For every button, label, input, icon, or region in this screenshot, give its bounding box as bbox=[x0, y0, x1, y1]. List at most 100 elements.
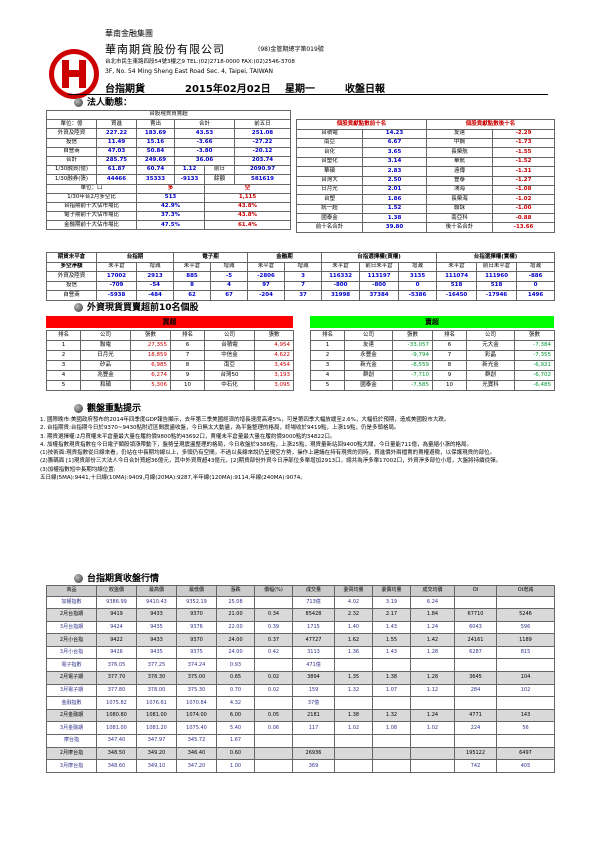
table-cell: 日月光 bbox=[296, 184, 363, 196]
table-row: 台積電 14.23 友達 -2.29 bbox=[296, 128, 556, 139]
foi-subhead: 增減 bbox=[284, 261, 323, 273]
table-cell: 518 bbox=[476, 280, 518, 292]
ls-cell: 電子期前十大佔市場比 bbox=[46, 211, 137, 222]
table-cell: 台積電 bbox=[296, 128, 363, 139]
table-cell: 4 bbox=[210, 280, 249, 292]
table-cell: 台化 bbox=[296, 147, 363, 158]
table-row: 投信 -709 -54 8 4 97 7 -800 -800 0 518 518 0 bbox=[46, 280, 556, 292]
table-cell: 742 bbox=[454, 759, 497, 773]
foreign-col-header: 排名 bbox=[310, 330, 345, 341]
table-cell: 7 bbox=[284, 280, 323, 292]
table-cell: 2.50 bbox=[361, 175, 428, 186]
foi-subhead: 未平倉 bbox=[173, 261, 212, 273]
table-cell: 47727 bbox=[292, 633, 335, 647]
table-cell: 2.01 bbox=[361, 184, 428, 196]
table-cell: 1.38 bbox=[334, 708, 373, 723]
table-cell: 3 bbox=[284, 271, 323, 282]
table-row: 2月金融期 1080.80 1081.00 1074.00 6.00 0.05 2181 1.… bbox=[46, 708, 555, 723]
sell-banner-label: 賣超 bbox=[425, 318, 439, 326]
table-cell: 台塑 bbox=[296, 194, 363, 205]
table-cell: 3月電子期 bbox=[46, 683, 97, 698]
table-row: 統一超 1.52 聯詠 -1.00 bbox=[296, 203, 556, 215]
table-cell: 統一超 bbox=[296, 203, 363, 215]
table-cell: 和碩 bbox=[80, 380, 131, 391]
legal-col: 單位：億 bbox=[46, 119, 97, 130]
legal-cell: 285.75 bbox=[96, 155, 137, 167]
table-cell: 1075.40 bbox=[176, 721, 217, 736]
legal-table: 台股現貨買賣超 單位：億 買進 賣出 合計 前五日 外資及陸資 227.22 1… bbox=[45, 109, 292, 231]
table-cell bbox=[254, 658, 293, 673]
table-cell: 2913 bbox=[135, 271, 175, 282]
table-cell: 外資及陸資 bbox=[46, 271, 97, 282]
legal-cell: -3.66 bbox=[174, 137, 235, 148]
foreign-col-header: 張數 bbox=[130, 330, 171, 341]
table-cell: 9433 bbox=[136, 608, 177, 622]
table-cell: 195122 bbox=[454, 746, 497, 761]
table-cell: 5 bbox=[310, 380, 345, 391]
table-cell: 37 bbox=[284, 290, 323, 301]
view-title-text: 觀盤重點提示 bbox=[87, 404, 142, 414]
table-row: 電子指數 376.05 377.25 374.24 0.93 471億 bbox=[46, 658, 555, 673]
table-cell: 37384 bbox=[359, 290, 400, 301]
table-cell: 1.24 bbox=[410, 620, 455, 635]
table-row: 1 聯電 27,355 6 台積電 4,954 bbox=[46, 340, 294, 351]
table-cell: 1081.00 bbox=[136, 708, 177, 723]
table-cell bbox=[410, 746, 455, 761]
table-row: 1 友達 -33,057 6 元大金 -7,384 bbox=[310, 340, 555, 351]
table-row: 台塑 1.86 長榮海 -1.02 bbox=[296, 194, 556, 205]
table-cell: 0.06 bbox=[254, 721, 293, 736]
table-cell: -204 bbox=[247, 290, 286, 301]
table-cell: 1.32 bbox=[334, 683, 373, 698]
foreign-col-header: 張數 bbox=[254, 330, 294, 341]
table-cell: -1.27 bbox=[492, 175, 556, 186]
legal-cell: 餘額 bbox=[204, 174, 235, 185]
note-paragraph: 2. 台指期貨:台指期今日於9370~9430點附近區間震盪收盤，今日無太大動盪… bbox=[40, 425, 400, 432]
table-cell: 聯詠 bbox=[426, 203, 494, 215]
table-cell bbox=[372, 734, 411, 748]
table-cell: 長榮航 bbox=[426, 147, 494, 158]
table-cell: -800 bbox=[321, 280, 361, 292]
futures-col-header: OI bbox=[454, 585, 497, 597]
table-cell: 21.00 bbox=[216, 608, 255, 622]
foi-head: 台指選擇權(賣權) bbox=[436, 252, 556, 263]
license-no: (98)金管期總字第019號 bbox=[258, 46, 324, 53]
table-cell: 國泰金 bbox=[296, 213, 363, 224]
table-cell: -6,702 bbox=[514, 370, 555, 381]
ls-cell: 37.3% bbox=[136, 211, 205, 222]
weights-buy-header: 個股貢獻點數前十名 bbox=[295, 119, 428, 130]
address-en: 3F, No. 54 Ming Sheng East Road Sec. 4, … bbox=[105, 68, 274, 75]
table-cell: 9 bbox=[432, 370, 467, 381]
futures-quote-table: 商品 收盤價 最高價 最低價 漲跌 價幅(%) 成交量 委買均量 委賣均量 成交均價 OI OI增減加… bbox=[46, 585, 555, 773]
table-cell: 1.55 bbox=[372, 633, 411, 647]
table-cell: 8 bbox=[170, 360, 205, 371]
table-cell: 群創 bbox=[466, 370, 515, 381]
table-cell: 85428 bbox=[292, 608, 335, 622]
table-cell: 0 bbox=[516, 280, 556, 292]
address-zh: 台北市民生東路四段54號3樓之9 TEL:(02)2718-0000 FAX:(… bbox=[105, 59, 295, 65]
table-cell: 10 bbox=[170, 380, 205, 391]
foi-subhead: 未平倉 bbox=[247, 261, 286, 273]
table-cell bbox=[334, 746, 373, 761]
ls-cell: 61.4% bbox=[203, 220, 292, 231]
ls-cell: 43.8% bbox=[203, 201, 292, 213]
table-row: 金融指數 1075.82 1076.61 1070.84 4.32 37億 bbox=[46, 696, 555, 710]
table-cell: -8,559 bbox=[392, 360, 433, 371]
table-cell: 377.80 bbox=[96, 683, 137, 698]
table-cell: 26936 bbox=[292, 746, 335, 761]
table-cell: 9386.99 bbox=[96, 595, 137, 610]
ls-cell: 43.8% bbox=[203, 211, 292, 222]
table-cell: 1.12 bbox=[410, 683, 455, 698]
legal-title-text: 法人動態： bbox=[87, 98, 133, 108]
table-cell: 24.00 bbox=[216, 645, 255, 660]
ls-cell: 台指期前十大佔市場比 bbox=[46, 201, 137, 213]
table-cell: 1 bbox=[310, 340, 345, 351]
table-cell bbox=[254, 696, 293, 710]
bullet-icon bbox=[74, 98, 83, 107]
table-cell: 1.62 bbox=[334, 633, 373, 647]
table-cell: 113197 bbox=[359, 271, 400, 282]
table-cell bbox=[334, 734, 373, 748]
table-cell: 116332 bbox=[321, 271, 361, 282]
table-cell: 台積電 bbox=[204, 340, 255, 351]
table-cell: 華航 bbox=[426, 156, 494, 168]
table-cell: -6,921 bbox=[514, 360, 555, 371]
